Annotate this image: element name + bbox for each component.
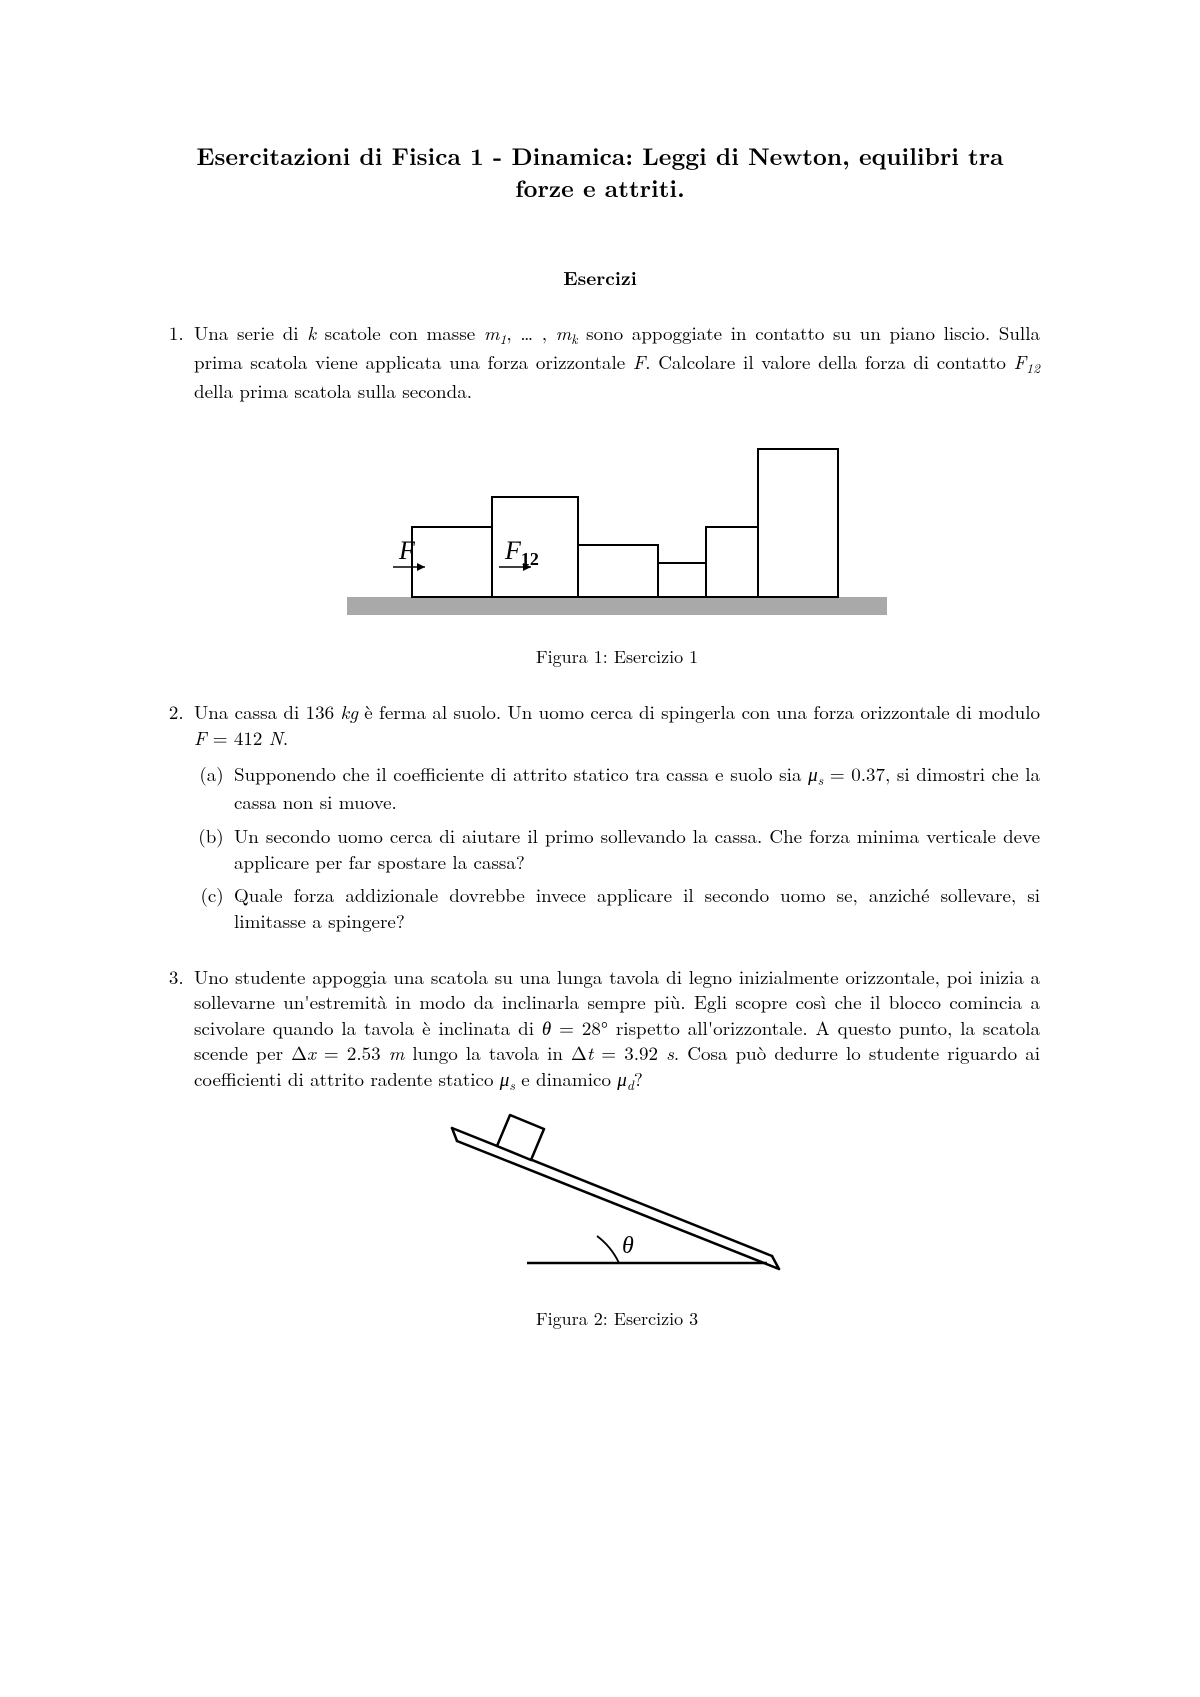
- ex3-mud: μ: [617, 1065, 627, 1092]
- ex3-text: = 3.92: [593, 1039, 666, 1066]
- ex3-text: lungo la tavola in Δ: [404, 1039, 587, 1066]
- figure-1-svg: FF12: [337, 421, 897, 631]
- ex1-F: F: [633, 348, 645, 375]
- exercise-1: Una serie di k scatole con masse m1, … ,…: [190, 320, 1040, 669]
- svg-text:F: F: [398, 536, 416, 565]
- ex1-F12: F: [1014, 348, 1026, 375]
- figure-2: θ Figura 2: Esercizio 3: [194, 1113, 1040, 1331]
- figure-2-caption: Figura 2: Esercizio 3: [194, 1307, 1040, 1331]
- ex3-s: s: [666, 1039, 674, 1066]
- title-line2: forze e attriti.: [515, 171, 685, 205]
- ex2a-mu: μ: [808, 760, 818, 787]
- ex3-text: ?: [634, 1065, 643, 1092]
- ex1-dots: , … ,: [506, 319, 555, 346]
- ex3-text: = 2.53: [316, 1039, 389, 1066]
- ex1-m1: m: [484, 319, 500, 346]
- exercise-2c: Quale forza addizionale dovrebbe invece …: [230, 882, 1040, 933]
- ex1-text: . Calcolare il valore della forza di con…: [645, 348, 1013, 375]
- ex1-text: Una serie di: [194, 319, 307, 346]
- ex2-text: è ferma al suolo. Un uomo cerca di sping…: [358, 698, 1040, 725]
- svg-text:θ: θ: [622, 1233, 634, 1259]
- ex2-F: F: [194, 724, 206, 751]
- figure-1-caption: Figura 1: Esercizio 1: [194, 645, 1040, 669]
- ex2-text: = 412: [206, 724, 268, 751]
- ex3-mus: μ: [500, 1065, 510, 1092]
- title-line1: Esercitazioni di Fisica 1 - Dinamica: Le…: [196, 139, 1003, 173]
- ex1-F12-sub: 12: [1026, 358, 1040, 377]
- ex3-mud-sub: d: [627, 1075, 634, 1094]
- section-heading: Esercizi: [160, 265, 1040, 291]
- ex1-text: della prima scatola sulla seconda.: [194, 377, 472, 404]
- ex1-text: scatole con masse: [316, 319, 484, 346]
- exercise-2-sublist: Supponendo che il coefficiente di attrit…: [194, 761, 1040, 934]
- ex2-text: .: [283, 724, 288, 751]
- exercise-2b: Un secondo uomo cerca di aiutare il prim…: [230, 823, 1040, 874]
- page-title: Esercitazioni di Fisica 1 - Dinamica: Le…: [160, 140, 1040, 205]
- ex3-text: e dinamico: [515, 1065, 617, 1092]
- ex1-mk: m: [556, 319, 572, 346]
- ex3-m: m: [389, 1039, 405, 1066]
- exercise-list: Una serie di k scatole con masse m1, … ,…: [160, 320, 1040, 1331]
- ex2-N: N: [269, 724, 283, 751]
- ex3-theta: θ: [542, 1014, 551, 1041]
- figure-2-svg: θ: [427, 1113, 807, 1293]
- exercise-2a: Supponendo che il coefficiente di attrit…: [230, 761, 1040, 815]
- ex1-k: k: [307, 319, 316, 346]
- exercise-2: Una cassa di 136 kg è ferma al suolo. Un…: [190, 699, 1040, 933]
- ex2-kg: kg: [340, 698, 357, 725]
- ex2a-text: Supponendo che il coefficiente di attrit…: [234, 760, 808, 787]
- ex3-dx: x: [307, 1039, 316, 1066]
- figure-1: FF12 Figura 1: Esercizio 1: [194, 421, 1040, 669]
- exercise-3: Uno studente appoggia una scatola su una…: [190, 964, 1040, 1331]
- ex2-text: Una cassa di 136: [194, 698, 340, 725]
- page: Esercitazioni di Fisica 1 - Dinamica: Le…: [0, 0, 1200, 1697]
